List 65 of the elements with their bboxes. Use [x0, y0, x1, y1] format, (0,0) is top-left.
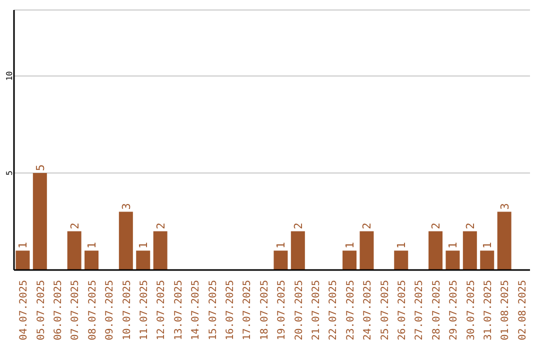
x-tick-label: 19.07.2025	[276, 280, 288, 340]
bar	[84, 250, 99, 270]
bar	[428, 231, 443, 270]
data-label: 2	[430, 222, 443, 230]
x-tick-label: 12.07.2025	[156, 280, 168, 340]
bar	[118, 212, 133, 270]
data-label: 1	[395, 242, 408, 249]
bar	[274, 250, 288, 270]
x-tick-label: 21.07.2025	[311, 280, 322, 340]
data-label: 2	[292, 222, 305, 230]
x-tick-label: 01.08.2025	[500, 280, 512, 340]
x-tick-label: 29.07.2025	[448, 280, 460, 340]
data-label: 3	[120, 203, 133, 210]
data-label: 1	[274, 242, 288, 249]
data-label: 1	[16, 242, 30, 249]
bar	[153, 231, 168, 270]
data-label: 1	[446, 242, 460, 249]
data-label: 5	[34, 164, 47, 171]
x-tick-label: 28.07.2025	[431, 280, 442, 340]
bar	[342, 250, 357, 270]
x-tick-label: 11.07.2025	[139, 280, 150, 340]
x-tick-label: 02.08.2025	[517, 280, 528, 340]
x-tick-label: 30.07.2025	[466, 280, 477, 340]
x-tick-label: 09.07.2025	[104, 280, 116, 340]
bar	[32, 172, 47, 270]
x-tick-label: 27.07.2025	[414, 280, 426, 340]
x-tick-label: 13.07.2025	[173, 280, 184, 340]
bar	[290, 231, 305, 270]
x-tick-label: 26.07.2025	[397, 280, 408, 340]
x-tick-label: 15.07.2025	[208, 280, 219, 340]
x-tick-label: 14.07.2025	[190, 280, 202, 340]
bar	[136, 250, 150, 270]
x-tick-label: 23.07.2025	[345, 280, 356, 340]
bar	[67, 231, 82, 270]
x-tick-label: 06.07.2025	[53, 280, 64, 340]
x-tick-label: 24.07.2025	[362, 280, 374, 340]
x-tick-label: 18.07.2025	[259, 280, 270, 340]
data-label: 3	[498, 203, 512, 210]
bar	[480, 250, 494, 270]
x-tick-label: 22.07.2025	[328, 280, 340, 340]
data-label: 1	[344, 242, 357, 249]
data-label: 2	[154, 222, 168, 230]
bar	[360, 231, 374, 270]
bar	[446, 250, 460, 270]
bar	[497, 212, 512, 270]
x-tick-label: 10.07.2025	[122, 280, 133, 340]
bar	[394, 250, 408, 270]
data-label: 1	[86, 242, 99, 249]
x-tick-label: 07.07.2025	[70, 280, 82, 340]
x-tick-label: 04.07.2025	[18, 280, 30, 340]
bar	[16, 250, 30, 270]
bar	[462, 231, 477, 270]
x-tick-label: 08.07.2025	[87, 280, 98, 340]
data-label: 1	[137, 242, 150, 249]
x-tick-label: 25.07.2025	[380, 280, 391, 340]
x-tick-label: 20.07.2025	[294, 280, 305, 340]
x-tick-label: 31.07.2025	[483, 280, 494, 340]
y-tick-label: 10	[5, 70, 14, 81]
x-tick-label: 17.07.2025	[242, 280, 254, 340]
data-label: 1	[481, 242, 494, 249]
data-label: 2	[360, 222, 374, 230]
x-tick-label: 16.07.2025	[225, 280, 236, 340]
x-tick-label: 05.07.2025	[36, 280, 47, 340]
data-label: 2	[464, 222, 477, 230]
data-label: 2	[68, 222, 82, 230]
